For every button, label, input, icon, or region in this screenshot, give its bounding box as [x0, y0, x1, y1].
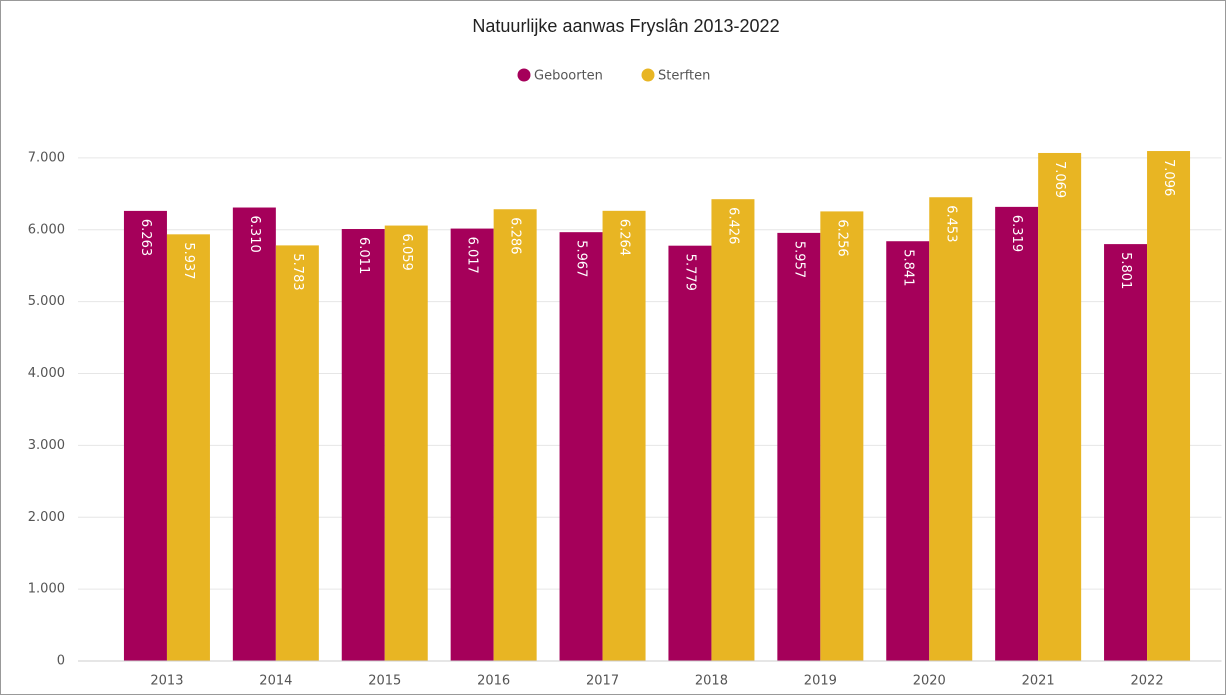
bar: [995, 206, 1039, 662]
bar: [1147, 151, 1191, 662]
legend-label: Sterften: [658, 69, 710, 84]
value-label: 5.937: [181, 242, 196, 279]
y-tick-label: 6.000: [28, 222, 65, 237]
y-tick-label: 1.000: [28, 582, 65, 597]
bar: [450, 228, 494, 662]
value-label: 6.011: [356, 237, 371, 274]
x-tick-label: 2016: [477, 674, 510, 689]
bar: [820, 211, 864, 661]
legend-swatch: [641, 68, 655, 82]
value-label: 5.801: [1118, 252, 1133, 289]
y-tick-label: 2.000: [28, 510, 65, 525]
value-label: 6.264: [617, 219, 632, 256]
bar: [668, 245, 712, 661]
x-tick-label: 2022: [1131, 674, 1164, 689]
value-label: 5.841: [900, 249, 915, 286]
x-tick-label: 2013: [150, 674, 183, 689]
value-label: 5.779: [682, 254, 697, 291]
bar: [559, 232, 603, 661]
value-label: 6.426: [725, 207, 740, 244]
value-label: 6.310: [247, 216, 262, 253]
value-label: 6.263: [138, 219, 153, 256]
y-tick-label: 0: [57, 654, 65, 669]
y-tick-label: 5.000: [28, 294, 65, 309]
bar: [602, 210, 646, 661]
value-label: 5.783: [290, 253, 305, 290]
value-label: 6.256: [834, 219, 849, 256]
value-label: 6.017: [465, 237, 480, 274]
x-tick-label: 2015: [368, 674, 401, 689]
bar: [777, 232, 821, 662]
x-tick-label: 2014: [259, 674, 292, 689]
bar: [275, 245, 319, 661]
chart-title: Natuurlijke aanwas Fryslân 2013-2022: [472, 16, 779, 36]
bar: [1038, 152, 1082, 661]
bar: [1104, 244, 1148, 661]
bar: [166, 234, 210, 661]
bar: [384, 225, 428, 661]
bar: [123, 210, 167, 662]
x-tick-label: 2019: [804, 674, 837, 689]
x-tick-label: 2018: [695, 674, 728, 689]
value-label: 5.967: [574, 240, 589, 277]
value-label: 6.286: [508, 217, 523, 254]
value-label: 7.096: [1161, 159, 1176, 196]
bar: [493, 209, 537, 661]
x-tick-label: 2021: [1022, 674, 1055, 689]
legend-swatch: [517, 68, 531, 82]
bar: [232, 207, 276, 661]
y-tick-label: 3.000: [28, 438, 65, 453]
value-label: 6.453: [943, 205, 958, 242]
bar: [341, 229, 385, 661]
bar: [711, 199, 755, 661]
legend-label: Geboorten: [534, 69, 603, 84]
y-tick-label: 7.000: [28, 150, 65, 165]
bar: [929, 197, 973, 662]
x-tick-label: 2017: [586, 674, 619, 689]
x-tick-label: 2020: [913, 674, 946, 689]
value-label: 5.957: [791, 241, 806, 278]
y-tick-label: 4.000: [28, 366, 65, 381]
value-label: 7.069: [1052, 161, 1067, 198]
bar: [886, 241, 930, 661]
value-label: 6.319: [1009, 215, 1024, 252]
value-label: 6.059: [399, 234, 414, 271]
